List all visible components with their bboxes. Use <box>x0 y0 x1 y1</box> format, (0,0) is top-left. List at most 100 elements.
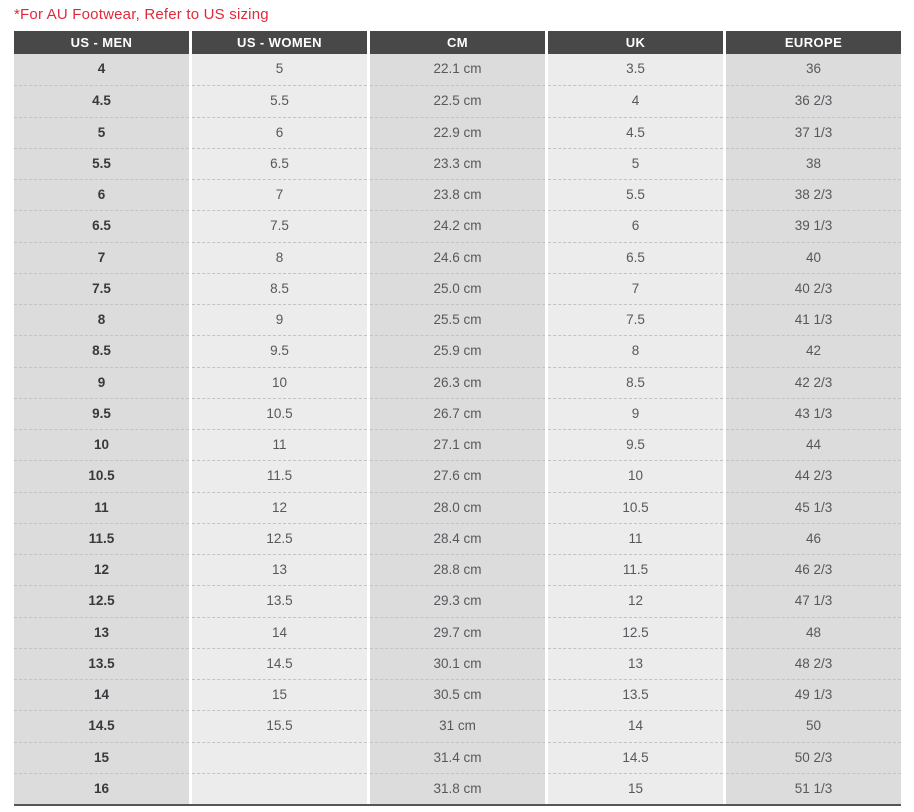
table-cell: 15 <box>14 741 189 773</box>
table-cell: 8 <box>192 241 367 273</box>
table-cell: 11 <box>14 491 189 523</box>
table-cell: 23.3 cm <box>370 147 545 179</box>
table-cell: 51 1/3 <box>726 772 901 804</box>
table-cell: 6 <box>14 179 189 211</box>
table-cell: 25.5 cm <box>370 304 545 336</box>
table-cell: 14 <box>192 616 367 648</box>
table-cell: 4.5 <box>548 116 723 148</box>
table-row: 16 31.8 cm 15 51 1/3 <box>14 772 901 804</box>
table-row: 13 14 29.7 cm 12.5 48 <box>14 616 901 648</box>
table-cell: 50 2/3 <box>726 741 901 773</box>
table-cell: 8 <box>548 335 723 367</box>
table-cell: 10.5 <box>14 460 189 492</box>
table-cell: 7 <box>192 179 367 211</box>
table-cell: 31.4 cm <box>370 741 545 773</box>
column-header-us-women: US - WOMEN <box>192 31 367 54</box>
table-cell: 12 <box>192 491 367 523</box>
table-cell: 24.2 cm <box>370 210 545 242</box>
table-cell: 13.5 <box>548 679 723 711</box>
table-cell: 22.1 cm <box>370 54 545 86</box>
table-cell: 4 <box>548 85 723 117</box>
table-row: 13.5 14.5 30.1 cm 13 48 2/3 <box>14 647 901 679</box>
table-cell: 29.7 cm <box>370 616 545 648</box>
column-header-uk: UK <box>548 31 723 54</box>
table-cell: 28.4 cm <box>370 522 545 554</box>
table-cell: 31 cm <box>370 710 545 742</box>
table-cell: 13 <box>192 554 367 586</box>
table-cell: 12.5 <box>14 585 189 617</box>
table-cell <box>192 772 367 804</box>
table-cell: 50 <box>726 710 901 742</box>
table-cell: 4 <box>14 54 189 86</box>
table-cell: 10.5 <box>548 491 723 523</box>
table-cell: 38 2/3 <box>726 179 901 211</box>
table-cell: 23.8 cm <box>370 179 545 211</box>
table-row: 6.5 7.5 24.2 cm 6 39 1/3 <box>14 210 901 242</box>
table-row: 6 7 23.8 cm 5.5 38 2/3 <box>14 179 901 211</box>
table-cell: 6.5 <box>14 210 189 242</box>
table-cell: 7.5 <box>192 210 367 242</box>
table-cell: 14.5 <box>548 741 723 773</box>
table-cell: 22.9 cm <box>370 116 545 148</box>
table-cell: 7.5 <box>548 304 723 336</box>
table-cell: 30.5 cm <box>370 679 545 711</box>
table-cell: 25.0 cm <box>370 272 545 304</box>
table-cell: 7 <box>548 272 723 304</box>
table-row: 8.5 9.5 25.9 cm 8 42 <box>14 335 901 367</box>
table-row: 9.5 10.5 26.7 cm 9 43 1/3 <box>14 397 901 429</box>
table-cell: 9.5 <box>192 335 367 367</box>
table-row: 14.5 15.5 31 cm 14 50 <box>14 710 901 742</box>
table-cell: 26.3 cm <box>370 366 545 398</box>
table-cell: 5 <box>192 54 367 86</box>
table-cell: 11.5 <box>192 460 367 492</box>
column-header-us-men: US - MEN <box>14 31 189 54</box>
table-cell: 7 <box>14 241 189 273</box>
table-cell: 14 <box>14 679 189 711</box>
table-cell: 10.5 <box>192 397 367 429</box>
table-cell: 4.5 <box>14 85 189 117</box>
table-cell: 47 1/3 <box>726 585 901 617</box>
table-cell: 39 1/3 <box>726 210 901 242</box>
table-cell: 49 1/3 <box>726 679 901 711</box>
table-row: 12 13 28.8 cm 11.5 46 2/3 <box>14 554 901 586</box>
table-cell: 38 <box>726 147 901 179</box>
table-cell: 10 <box>14 429 189 461</box>
table-cell: 16 <box>14 772 189 804</box>
table-row: 7.5 8.5 25.0 cm 7 40 2/3 <box>14 272 901 304</box>
table-cell: 30.1 cm <box>370 647 545 679</box>
table-cell: 9.5 <box>14 397 189 429</box>
table-cell: 9 <box>192 304 367 336</box>
size-conversion-table: US - MEN US - WOMEN CM UK EUROPE 4 5 22.1 cm 3.… <box>14 31 901 806</box>
table-header-row: US - MEN US - WOMEN CM UK EUROPE <box>14 31 901 54</box>
table-cell: 12 <box>14 554 189 586</box>
table-cell: 44 <box>726 429 901 461</box>
table-cell: 26.7 cm <box>370 397 545 429</box>
column-header-cm: CM <box>370 31 545 54</box>
table-cell: 45 1/3 <box>726 491 901 523</box>
table-cell: 11 <box>548 522 723 554</box>
table-cell: 10 <box>548 460 723 492</box>
table-row: 14 15 30.5 cm 13.5 49 1/3 <box>14 679 901 711</box>
table-cell: 15.5 <box>192 710 367 742</box>
column-header-europe: EUROPE <box>726 31 901 54</box>
table-cell: 10 <box>192 366 367 398</box>
table-cell: 8.5 <box>14 335 189 367</box>
table-cell: 41 1/3 <box>726 304 901 336</box>
table-row: 9 10 26.3 cm 8.5 42 2/3 <box>14 366 901 398</box>
au-footwear-note: *For AU Footwear, Refer to US sizing <box>14 6 269 23</box>
table-cell: 3.5 <box>548 54 723 86</box>
table-cell: 8.5 <box>192 272 367 304</box>
table-cell: 12 <box>548 585 723 617</box>
table-cell: 5 <box>14 116 189 148</box>
table-cell: 13 <box>548 647 723 679</box>
table-cell: 13.5 <box>192 585 367 617</box>
table-row: 4.5 5.5 22.5 cm 4 36 2/3 <box>14 85 901 117</box>
table-cell: 28.8 cm <box>370 554 545 586</box>
table-row: 11.5 12.5 28.4 cm 11 46 <box>14 522 901 554</box>
table-cell: 7.5 <box>14 272 189 304</box>
table-cell: 6.5 <box>548 241 723 273</box>
table-cell: 5.5 <box>192 85 367 117</box>
table-cell: 43 1/3 <box>726 397 901 429</box>
table-row: 12.5 13.5 29.3 cm 12 47 1/3 <box>14 585 901 617</box>
table-cell: 40 <box>726 241 901 273</box>
